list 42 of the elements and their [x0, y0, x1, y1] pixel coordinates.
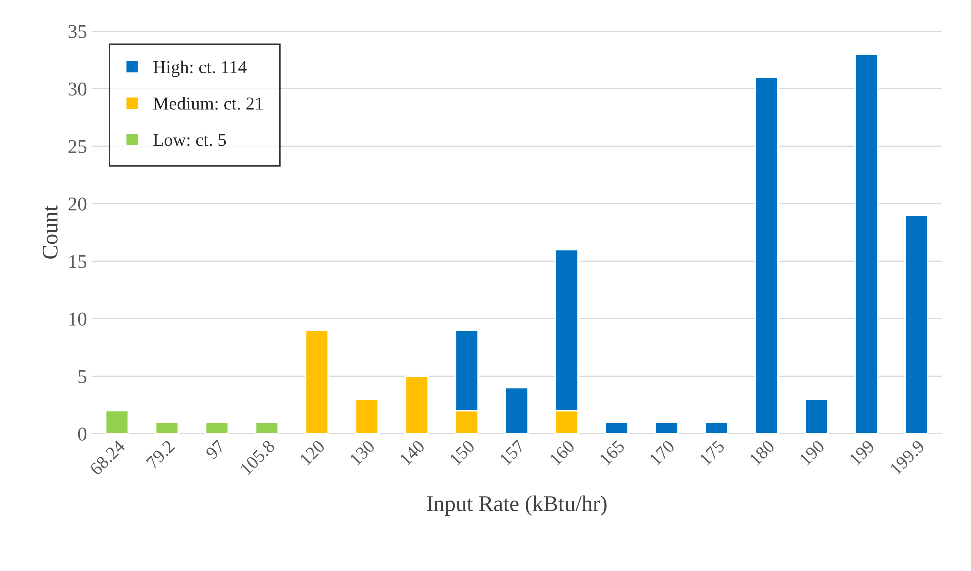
- bar: [355, 398, 380, 434]
- x-tick-label: 170: [649, 440, 676, 466]
- bar: [904, 214, 929, 434]
- x-tick-label: 150: [449, 440, 476, 466]
- x-tick-label: 175: [699, 440, 726, 466]
- bar: [755, 76, 779, 434]
- bar: [255, 422, 280, 434]
- x-tick-label: 140: [399, 440, 426, 466]
- y-tick-label: 25: [68, 140, 87, 154]
- legend-label: Medium: ct. 21: [154, 97, 263, 110]
- y-tick-label: 15: [70, 255, 87, 268]
- x-tick-label: 190: [799, 440, 826, 466]
- y-tick-label: 5: [78, 370, 87, 384]
- legend-label: High: ct. 114: [154, 60, 247, 78]
- bar: [655, 422, 679, 434]
- x-tick-label: 120: [299, 440, 326, 466]
- bar: [854, 54, 879, 434]
- x-tick-label: 160: [549, 440, 576, 466]
- bar: [705, 422, 729, 434]
- bar: [804, 398, 829, 434]
- y-tick-label: 35: [68, 25, 87, 38]
- y-tick-label: 10: [70, 312, 87, 326]
- x-tick-label: 199: [849, 440, 876, 466]
- bar: [205, 422, 230, 434]
- x-axis-title: Input Rate (kBtu/hr): [427, 496, 607, 516]
- bar: [405, 376, 430, 434]
- bar: [605, 422, 629, 434]
- x-tick-label: 165: [599, 440, 626, 466]
- x-tick-label: 180: [749, 440, 776, 466]
- y-axis-title: Count: [42, 206, 58, 259]
- y-tick-label: 20: [68, 198, 87, 211]
- bar: [305, 330, 330, 434]
- x-tick-label: 157: [499, 440, 526, 466]
- bar: [155, 422, 180, 434]
- y-tick-label: 0: [78, 428, 87, 441]
- x-tick-label: 97: [205, 440, 226, 460]
- legend-label: Low: ct. 5: [154, 134, 226, 146]
- y-tick-label: 30: [68, 82, 87, 96]
- bar: [105, 410, 130, 434]
- x-tick-label: 79.2: [146, 440, 176, 470]
- bar: [505, 387, 529, 434]
- x-tick-label: 130: [349, 440, 376, 466]
